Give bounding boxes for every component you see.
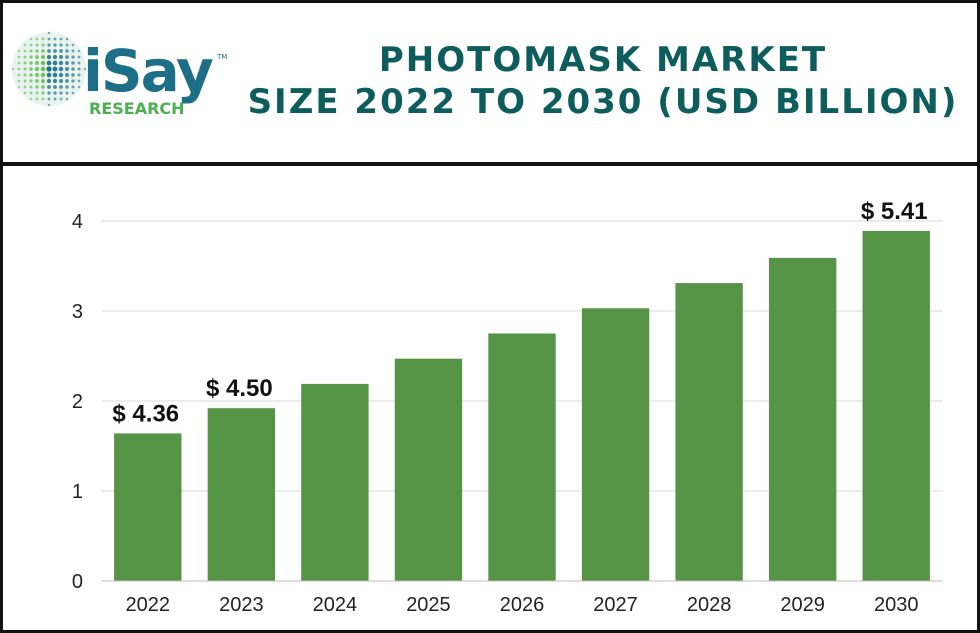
y-tick-label: 0	[72, 571, 83, 593]
page-title: PHOTOMASK MARKET SIZE 2022 TO 2030 (USD …	[243, 39, 963, 123]
x-tick-label: 2022	[126, 594, 171, 616]
x-tick-label: 2029	[780, 594, 825, 616]
x-tick-label: 2024	[313, 594, 358, 616]
x-tick-label: 2028	[687, 594, 732, 616]
x-tick-label: 2025	[406, 594, 451, 616]
y-tick-label: 3	[72, 301, 83, 323]
header: iSay RESEARCH TM PHOTOMASK MARKET SIZE 2…	[3, 3, 977, 166]
bar-2027	[581, 308, 650, 581]
bar-2024	[301, 383, 369, 581]
bar-2025	[394, 358, 463, 581]
isay-research-logo: iSay RESEARCH TM	[11, 31, 227, 118]
logo-text: iSay	[83, 37, 213, 105]
trademark-mark: TM	[216, 53, 227, 61]
bar-2028	[675, 283, 743, 581]
title-line-1: PHOTOMASK MARKET	[378, 40, 828, 80]
data-label-2030: $ 5.41	[861, 198, 928, 225]
bar-chart: 0 1 2 3 4 2022 2023 2024 2025 2026 2027 2028 2029 203…	[72, 198, 943, 616]
data-labels: $ 4.36 $ 4.50 $ 5.41	[112, 198, 927, 428]
x-tick-label: 2023	[219, 594, 264, 616]
y-tick-label: 4	[72, 211, 83, 233]
y-tick-label: 1	[72, 481, 83, 503]
axes: 0 1 2 3 4 2022 2023 2024 2025 2026 2027 2028 2029 203…	[72, 211, 943, 616]
globe-icon	[11, 31, 87, 107]
x-tick-label: 2026	[500, 594, 545, 616]
bar-2029	[768, 257, 837, 581]
x-tick-label: 2027	[593, 594, 638, 616]
bar-2023	[207, 408, 276, 581]
bar-2026	[488, 333, 556, 581]
title-line-2: SIZE 2022 TO 2030 (USD BILLION)	[247, 82, 959, 122]
data-label-2022: $ 4.36	[112, 400, 179, 427]
data-label-2023: $ 4.50	[206, 375, 273, 402]
bars	[114, 230, 930, 581]
logo-subtext: RESEARCH	[89, 99, 185, 118]
y-tick-label: 2	[72, 391, 83, 413]
x-tick-label: 2030	[874, 594, 919, 616]
bar-2030	[862, 230, 930, 581]
bar-2022	[114, 433, 182, 581]
